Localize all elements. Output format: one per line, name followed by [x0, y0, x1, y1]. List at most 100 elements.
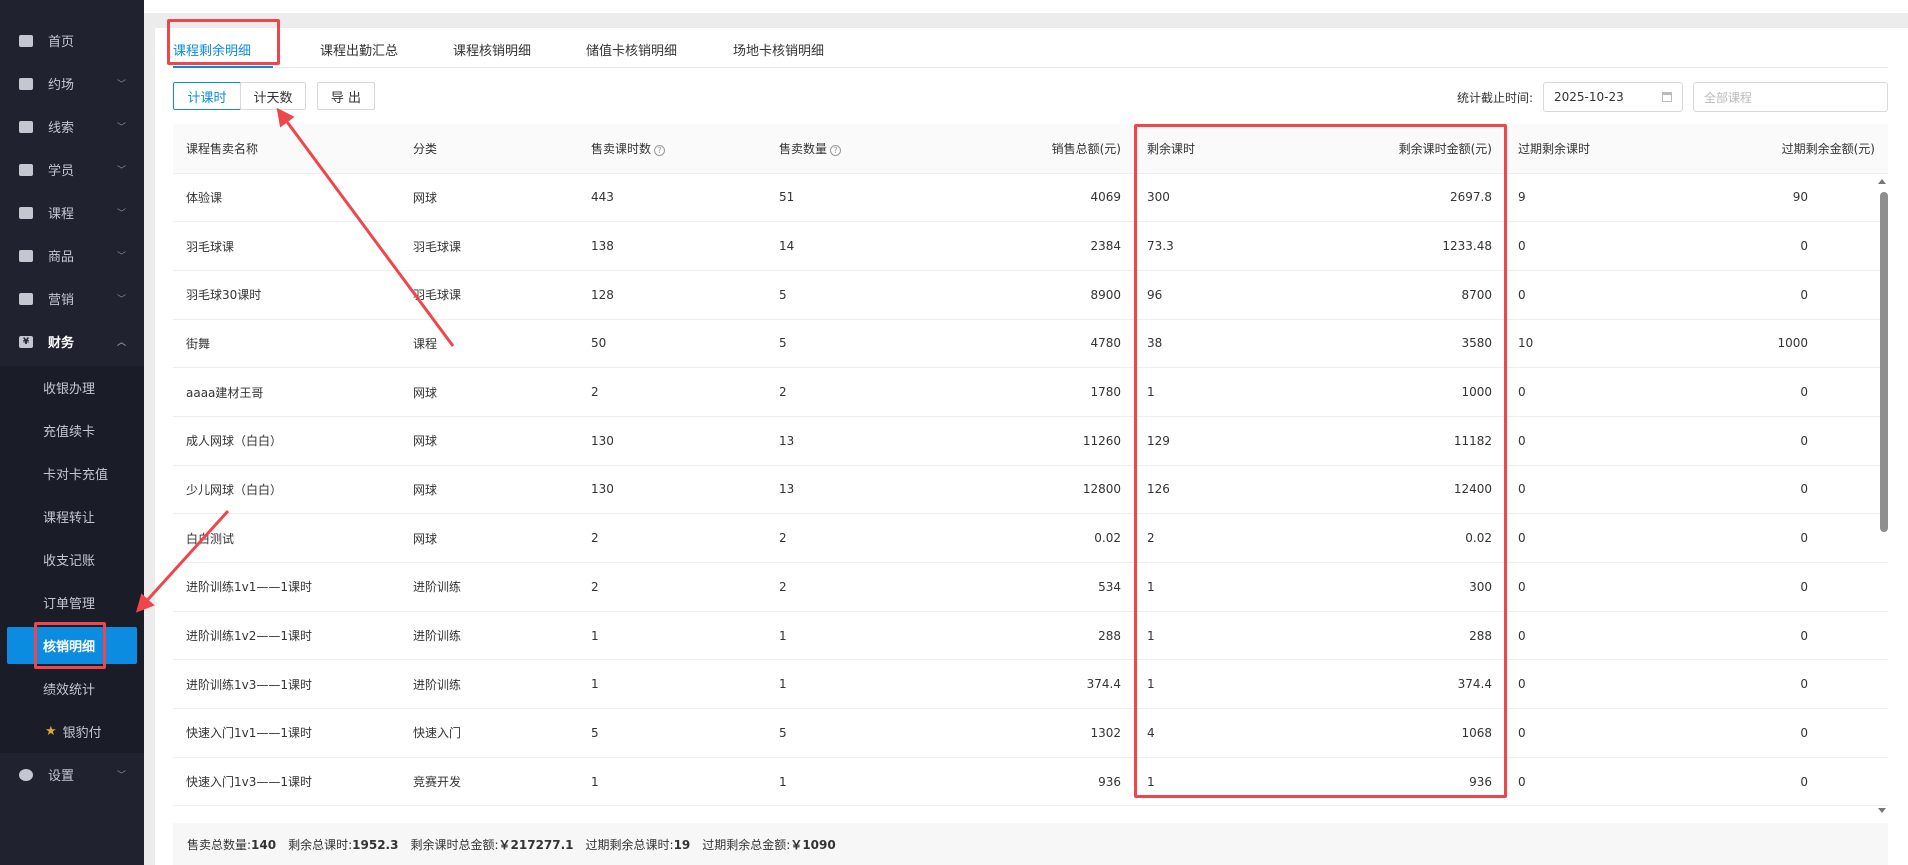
scroll-down-icon[interactable] [1878, 808, 1886, 813]
column-header-label: 剩余课时 [1147, 141, 1196, 156]
summary-label: 过期剩余总课时: [585, 837, 674, 852]
summary-item: 售卖总数量:140 [187, 836, 276, 853]
help-icon[interactable]: ? [830, 144, 842, 156]
sidebar-item-label: 线索 [48, 121, 75, 136]
table-cell: 1 [578, 611, 766, 661]
table-cell: 0 [1690, 659, 1888, 710]
active-tab-underline [173, 66, 273, 68]
home-icon [19, 34, 33, 47]
column-header: 售卖课时数? [578, 124, 766, 174]
table-cell: 4 [1134, 708, 1300, 758]
submenu-item-3[interactable]: 课程转让 [0, 495, 144, 538]
column-header: 过期剩余课时 [1505, 124, 1690, 174]
submenu-item-6[interactable]: 核销明细 [7, 627, 137, 664]
table-cell: 进阶训练1v3——1课时 [173, 659, 400, 710]
submenu-item-2[interactable]: 卡对卡充值 [0, 452, 144, 495]
sidebar-item-2[interactable]: 线索 ﹀ [0, 105, 144, 148]
table-cell: 50 [578, 319, 766, 369]
summary-item: 过期剩余总课时:19 [586, 836, 691, 853]
table-cell: 9 [1505, 173, 1690, 223]
table-cell: 1233.48 [1300, 221, 1505, 271]
sidebar-item-4[interactable]: 课程 ﹀ [0, 191, 144, 234]
table-cell: 0 [1505, 611, 1690, 661]
table-cell: 0 [1690, 367, 1888, 417]
sidebar-item-7[interactable]: ¥ 财务 ︿ [0, 320, 144, 363]
submenu-item-4[interactable]: 收支记账 [0, 538, 144, 581]
table-row: 羽毛球30课时 羽毛球课 128 5 8900 96 8700 0 0 [173, 270, 1888, 320]
table-cell: 0 [1505, 221, 1690, 271]
mode-days-button[interactable]: 计天数 [240, 82, 306, 110]
column-header-label: 销售总额(元) [1051, 141, 1121, 156]
tab-venue-card-writeoff[interactable]: 场地卡核销明细 [733, 44, 825, 59]
table-cell: 0.02 [940, 513, 1134, 563]
tab-attendance-summary[interactable]: 课程出勤汇总 [320, 44, 399, 59]
sidebar-item-3[interactable]: 学员 ﹀ [0, 148, 144, 191]
summary-value: ￥1090 [790, 837, 836, 852]
submenu-item-7[interactable]: 绩效统计 [0, 667, 144, 710]
sidebar-item-label: 财务 [48, 336, 75, 351]
table-cell: 网球 [400, 367, 578, 417]
scrollbar-track[interactable] [1878, 175, 1888, 813]
submenu-item-5[interactable]: 订单管理 [0, 581, 144, 624]
submenu-item-0[interactable]: 收银办理 [0, 366, 144, 409]
submenu-item-8[interactable]: ★ 银豹付 [0, 710, 144, 753]
tab-stored-card-writeoff[interactable]: 储值卡核销明细 [586, 44, 678, 59]
summary-label: 过期剩余总金额: [702, 837, 791, 852]
column-header: 课程售卖名称 [173, 124, 400, 174]
table-cell: 443 [578, 173, 766, 223]
table-cell: 羽毛球30课时 [173, 270, 400, 320]
summary-value: 140 [251, 837, 277, 852]
table-cell: 0.02 [1300, 513, 1505, 563]
scrollbar-thumb[interactable] [1880, 192, 1888, 532]
table-row: 少儿网球（白白） 网球 130 13 12800 126 12400 0 0 [173, 465, 1888, 515]
help-icon[interactable]: ? [654, 144, 666, 156]
sidebar-item-0[interactable]: 首页 [0, 19, 144, 62]
submenu-label: 绩效统计 [43, 683, 96, 698]
export-button[interactable]: 导 出 [317, 82, 375, 110]
mode-hours-button[interactable]: 计课时 [173, 82, 241, 110]
table-row: aaaa建材王哥 网球 2 2 1780 1 1000 0 0 [173, 367, 1888, 417]
sidebar-item-5[interactable]: 商品 ﹀ [0, 234, 144, 277]
table-cell: 2697.8 [1300, 173, 1505, 223]
table-cell: 8700 [1300, 270, 1505, 320]
sidebar-item-settings[interactable]: 设置 ﹀ [0, 753, 144, 796]
table-cell: 网球 [400, 416, 578, 466]
table-cell: 5 [766, 319, 940, 369]
table-row: 进阶训练1v3——1课时 进阶训练 1 1 374.4 1 374.4 0 0 [173, 659, 1888, 710]
table-cell: 11182 [1300, 416, 1505, 466]
table-cell: 1000 [1690, 319, 1888, 369]
table-cell: 1 [1134, 562, 1300, 612]
table-cell: 51 [766, 173, 940, 223]
table-cell: 1 [578, 757, 766, 807]
table-cell: 12400 [1300, 465, 1505, 515]
column-header: 分类 [400, 124, 578, 174]
table-cell: 进阶训练 [400, 611, 578, 661]
table-cell: 0 [1690, 416, 1888, 466]
table-row: 街舞 课程 50 5 4780 38 3580 10 1000 [173, 319, 1888, 369]
table-cell: 8900 [940, 270, 1134, 320]
sidebar-item-label: 学员 [48, 164, 75, 179]
tab-course-remaining[interactable]: 课程剩余明细 [173, 44, 252, 59]
table-cell: 936 [940, 757, 1134, 807]
table-row: 快速入门1v1——1课时 快速入门 5 5 1302 4 1068 0 0 [173, 708, 1888, 758]
table-cell: 0 [1505, 659, 1690, 710]
summary-label: 剩余总课时: [288, 837, 353, 852]
sidebar-item-6[interactable]: 营销 ﹀ [0, 277, 144, 320]
table-cell: 374.4 [940, 659, 1134, 710]
sidebar-item-label: 约场 [48, 78, 75, 93]
sidebar-item-1[interactable]: 约场 ﹀ [0, 62, 144, 105]
course-select[interactable]: 全部课程 [1693, 82, 1888, 112]
table-cell: 0 [1505, 270, 1690, 320]
table-row: 体验课 网球 443 51 4069 300 2697.8 9 90 [173, 173, 1888, 223]
scroll-up-icon[interactable] [1878, 179, 1886, 184]
date-label: 统计截止时间: [1456, 90, 1533, 105]
table-cell: 0 [1690, 221, 1888, 271]
date-picker[interactable]: 2025-10-23 [1543, 82, 1683, 112]
tab-course-writeoff[interactable]: 课程核销明细 [453, 44, 532, 59]
chevron-down-icon: ﹀ [116, 771, 126, 781]
submenu-item-1[interactable]: 充值续卡 [0, 409, 144, 452]
table-cell: 300 [1300, 562, 1505, 612]
table-cell: 1 [766, 757, 940, 807]
table-cell: 网球 [400, 465, 578, 515]
table-cell: 4069 [940, 173, 1134, 223]
